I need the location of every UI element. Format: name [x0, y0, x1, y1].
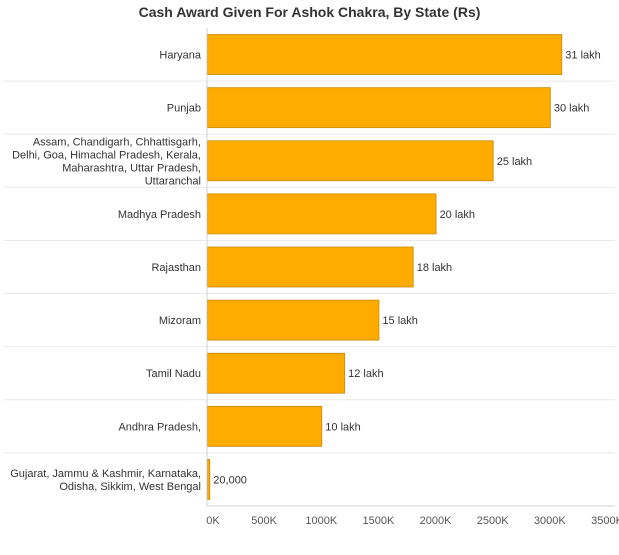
category-label: Assam, Chandigarh, Chhattisgarh, Delhi, G…: [12, 136, 201, 187]
bar-value-label: 15 lakh: [382, 315, 417, 327]
bar: [207, 459, 211, 500]
bar-value-label: 12 lakh: [348, 368, 383, 380]
bar: [207, 34, 563, 75]
bar-value-label: 25 lakh: [497, 156, 532, 168]
bar: [207, 193, 437, 235]
x-tick-label: 3500K: [591, 515, 619, 527]
category-label: Rajasthan: [151, 262, 201, 274]
bar: [207, 405, 323, 447]
bar-value-label: 20 lakh: [440, 209, 475, 221]
bar: [207, 299, 380, 341]
bar-value-label: 18 lakh: [417, 262, 452, 274]
value-labels: 31 lakh 30 lakh 25 lakh 20 lakh 18 lakh 15 la…: [213, 50, 600, 487]
category-label: Andhra Pradesh,: [118, 421, 201, 433]
x-tick-label: 2500K: [477, 515, 509, 527]
chart-title: Cash Award Given For Ashok Chakra, By St…: [138, 4, 481, 20]
bar-value-label: 20,000: [213, 474, 247, 486]
category-labels: Haryana Punjab Assam, Chandigarh, Chhattis…: [10, 50, 202, 493]
category-label: Gujarat, Jammu & Kashmir, Karnataka, Odis…: [10, 468, 201, 493]
bars-group: [207, 34, 563, 500]
category-label: Mizoram: [159, 315, 201, 327]
bar: [207, 87, 551, 129]
x-axis: 0K 500K 1000K 1500K 2000K 2500K 3000K 3500K: [4, 28, 619, 527]
x-tick-label: 3000K: [534, 515, 566, 527]
category-label: Haryana: [159, 50, 201, 62]
x-tick-label: 1000K: [305, 515, 337, 527]
bar-value-label: 10 lakh: [325, 421, 360, 433]
category-label: Punjab: [167, 103, 201, 115]
x-tick-label: 500K: [251, 515, 277, 527]
bar: [207, 246, 414, 288]
x-tick-label: 0K: [206, 515, 220, 527]
category-label: Tamil Nadu: [146, 368, 201, 380]
x-tick-label: 1500K: [363, 515, 395, 527]
x-tick-label: 2000K: [420, 515, 452, 527]
bar: [207, 140, 494, 182]
bar: [207, 352, 346, 394]
bar-value-label: 30 lakh: [554, 103, 589, 115]
category-label: Madhya Pradesh: [118, 209, 201, 221]
bar-value-label: 31 lakh: [565, 50, 600, 62]
